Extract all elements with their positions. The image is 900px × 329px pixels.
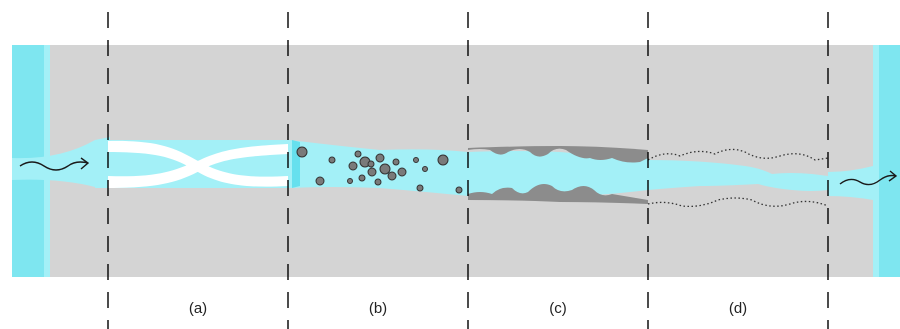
particle bbox=[422, 166, 428, 172]
particle bbox=[416, 184, 424, 192]
fracture-boundary-lower bbox=[647, 197, 829, 208]
section-label-d: (d) bbox=[728, 300, 748, 317]
deposit-upper bbox=[468, 146, 648, 163]
particle bbox=[358, 174, 366, 182]
fracture-strand-lower bbox=[108, 144, 288, 188]
particle bbox=[328, 156, 336, 164]
outlet-reservoir-edge bbox=[873, 45, 879, 277]
particle bbox=[367, 167, 377, 177]
particle bbox=[367, 160, 375, 168]
particle bbox=[374, 178, 382, 186]
particle bbox=[347, 178, 353, 184]
section-d-narrowing bbox=[647, 148, 829, 208]
section-c-deposits bbox=[468, 146, 648, 204]
section-dividers bbox=[107, 12, 829, 329]
fracture-boundary-upper bbox=[647, 148, 829, 161]
section-label-b: (b) bbox=[368, 300, 388, 317]
section-label-a: (a) bbox=[188, 300, 208, 317]
fluid-channel-c bbox=[468, 151, 648, 197]
particle bbox=[348, 161, 358, 171]
fluid-channel-d bbox=[648, 160, 828, 191]
particle bbox=[413, 157, 419, 163]
particle bbox=[392, 158, 400, 166]
section-label-c: (c) bbox=[549, 300, 567, 317]
particle bbox=[397, 167, 407, 177]
particle bbox=[437, 154, 449, 166]
particle bbox=[375, 153, 385, 163]
particle bbox=[379, 163, 391, 175]
wavy-arrow-right-icon bbox=[19, 157, 90, 171]
particle bbox=[315, 176, 325, 186]
fluid-channel-b bbox=[290, 140, 468, 196]
section-b-particles bbox=[290, 140, 468, 196]
particle bbox=[455, 186, 463, 194]
particle bbox=[354, 150, 362, 158]
wavy-arrow-right-icon bbox=[839, 170, 898, 186]
particle bbox=[296, 146, 308, 158]
section-a-open-fracture bbox=[95, 140, 290, 188]
outlet-channel bbox=[828, 166, 873, 200]
particle-cluster bbox=[296, 146, 463, 194]
particle bbox=[387, 171, 397, 181]
inlet-channel bbox=[12, 137, 110, 188]
deposit-lower bbox=[468, 184, 648, 204]
